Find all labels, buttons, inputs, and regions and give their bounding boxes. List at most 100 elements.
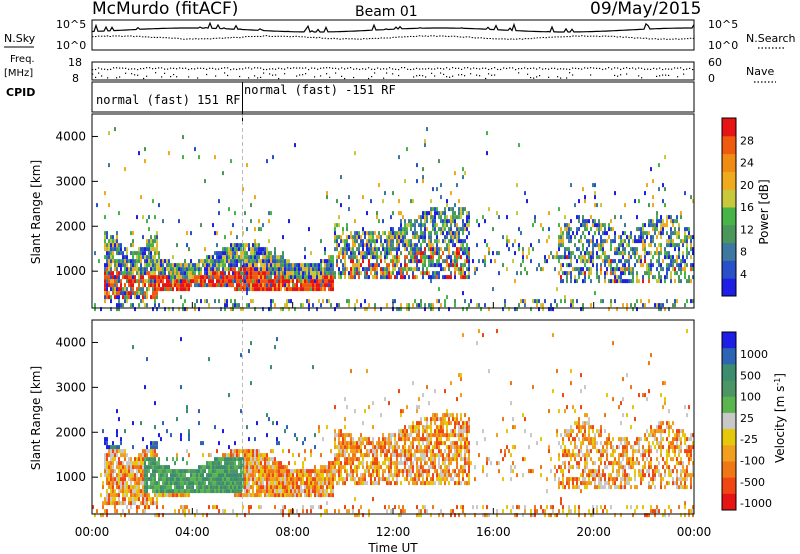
range-gate-cell <box>364 299 366 304</box>
range-gate-cell <box>154 255 156 260</box>
range-gate-cell <box>208 303 210 308</box>
range-gate-cell <box>594 291 596 296</box>
range-gate-cell <box>222 251 224 256</box>
range-gate-cell <box>392 255 394 260</box>
range-gate-cell <box>338 473 340 478</box>
range-gate-cell <box>402 235 404 240</box>
range-gate-cell <box>156 291 158 296</box>
range-gate-cell <box>202 513 204 518</box>
range-gate-cell <box>258 461 260 466</box>
range-gate-cell <box>628 259 630 264</box>
range-gate-cell <box>238 449 240 454</box>
range-gate-cell <box>322 299 324 304</box>
range-gate-cell <box>464 251 466 256</box>
freq-point <box>680 67 682 69</box>
range-gate-cell <box>366 453 368 458</box>
range-gate-cell <box>326 509 328 514</box>
range-gate-cell <box>464 271 466 276</box>
range-gate-cell <box>104 473 106 478</box>
nave-point <box>143 77 145 80</box>
range-gate-cell <box>312 279 314 284</box>
range-gate-cell <box>656 227 658 232</box>
range-gate-cell <box>362 453 364 458</box>
range-gate-cell <box>690 195 692 200</box>
range-gate-cell <box>126 275 128 280</box>
range-gate-cell <box>180 279 182 284</box>
range-gate-cell <box>188 283 190 288</box>
range-gate-cell <box>258 247 260 252</box>
range-gate-cell <box>560 255 562 260</box>
range-gate-cell <box>232 485 234 490</box>
range-gate-cell <box>658 163 660 168</box>
range-gate-cell <box>262 251 264 256</box>
range-gate-cell <box>434 211 436 216</box>
range-gate-cell <box>404 247 406 252</box>
range-gate-cell <box>246 163 248 168</box>
range-gate-cell <box>116 279 118 284</box>
range-gate-cell <box>662 199 664 204</box>
range-gate-cell <box>154 445 156 450</box>
range-gate-cell <box>460 247 462 252</box>
range-gate-cell <box>96 509 98 514</box>
range-gate-cell <box>688 235 690 240</box>
range-gate-cell <box>324 267 326 272</box>
range-gate-cell <box>140 453 142 458</box>
range-gate-cell <box>430 231 432 236</box>
range-gate-cell <box>628 263 630 268</box>
range-gate-cell <box>396 481 398 486</box>
range-gate-cell <box>432 275 434 280</box>
range-gate-cell <box>668 255 670 260</box>
range-gate-cell <box>148 271 150 276</box>
range-gate-cell <box>298 473 300 478</box>
range-gate-cell <box>304 485 306 490</box>
range-gate-cell <box>198 485 200 490</box>
range-gate-cell <box>676 263 678 268</box>
range-gate-cell <box>108 251 110 256</box>
range-gate-cell <box>286 287 288 292</box>
range-gate-cell <box>148 493 150 498</box>
range-gate-cell <box>398 243 400 248</box>
power-xticks <box>91 302 695 308</box>
range-gate-cell <box>692 247 694 252</box>
range-gate-cell <box>122 255 124 260</box>
range-gate-cell <box>356 465 358 470</box>
range-gate-cell <box>358 235 360 240</box>
range-gate-cell <box>284 473 286 478</box>
nsearch-trace <box>91 35 695 41</box>
range-gate-cell <box>258 505 260 510</box>
freq-point <box>440 67 442 70</box>
range-gate-cell <box>584 279 586 284</box>
freq-point <box>134 68 136 70</box>
range-gate-cell <box>154 457 156 462</box>
range-gate-cell <box>228 263 230 268</box>
range-gate-cell <box>108 279 110 284</box>
range-gate-cell <box>416 505 418 510</box>
range-gate-cell <box>140 473 142 478</box>
range-gate-cell <box>132 283 134 288</box>
range-gate-cell <box>104 453 106 458</box>
range-gate-cell <box>108 283 110 288</box>
range-gate-cell <box>424 227 426 232</box>
range-gate-cell <box>396 271 398 276</box>
range-gate-cell <box>114 481 116 486</box>
range-gate-cell <box>404 425 406 430</box>
range-gate-cell <box>444 215 446 220</box>
range-gate-cell <box>110 457 112 462</box>
range-gate-cell <box>606 259 608 264</box>
range-gate-cell <box>692 267 694 272</box>
range-gate-cell <box>442 211 444 216</box>
range-gate-cell <box>156 505 158 510</box>
range-gate-cell <box>104 283 106 288</box>
range-gate-cell <box>660 219 662 224</box>
range-gate-cell <box>112 473 114 478</box>
range-gate-cell <box>168 271 170 276</box>
range-gate-cell <box>166 283 168 288</box>
range-gate-cell <box>164 477 166 482</box>
range-gate-cell <box>280 307 282 312</box>
range-gate-cell <box>396 449 398 454</box>
range-gate-cell <box>144 247 146 252</box>
range-gate-cell <box>564 255 566 260</box>
range-gate-cell <box>180 275 182 280</box>
range-gate-cell <box>290 263 292 268</box>
range-gate-cell <box>670 239 672 244</box>
